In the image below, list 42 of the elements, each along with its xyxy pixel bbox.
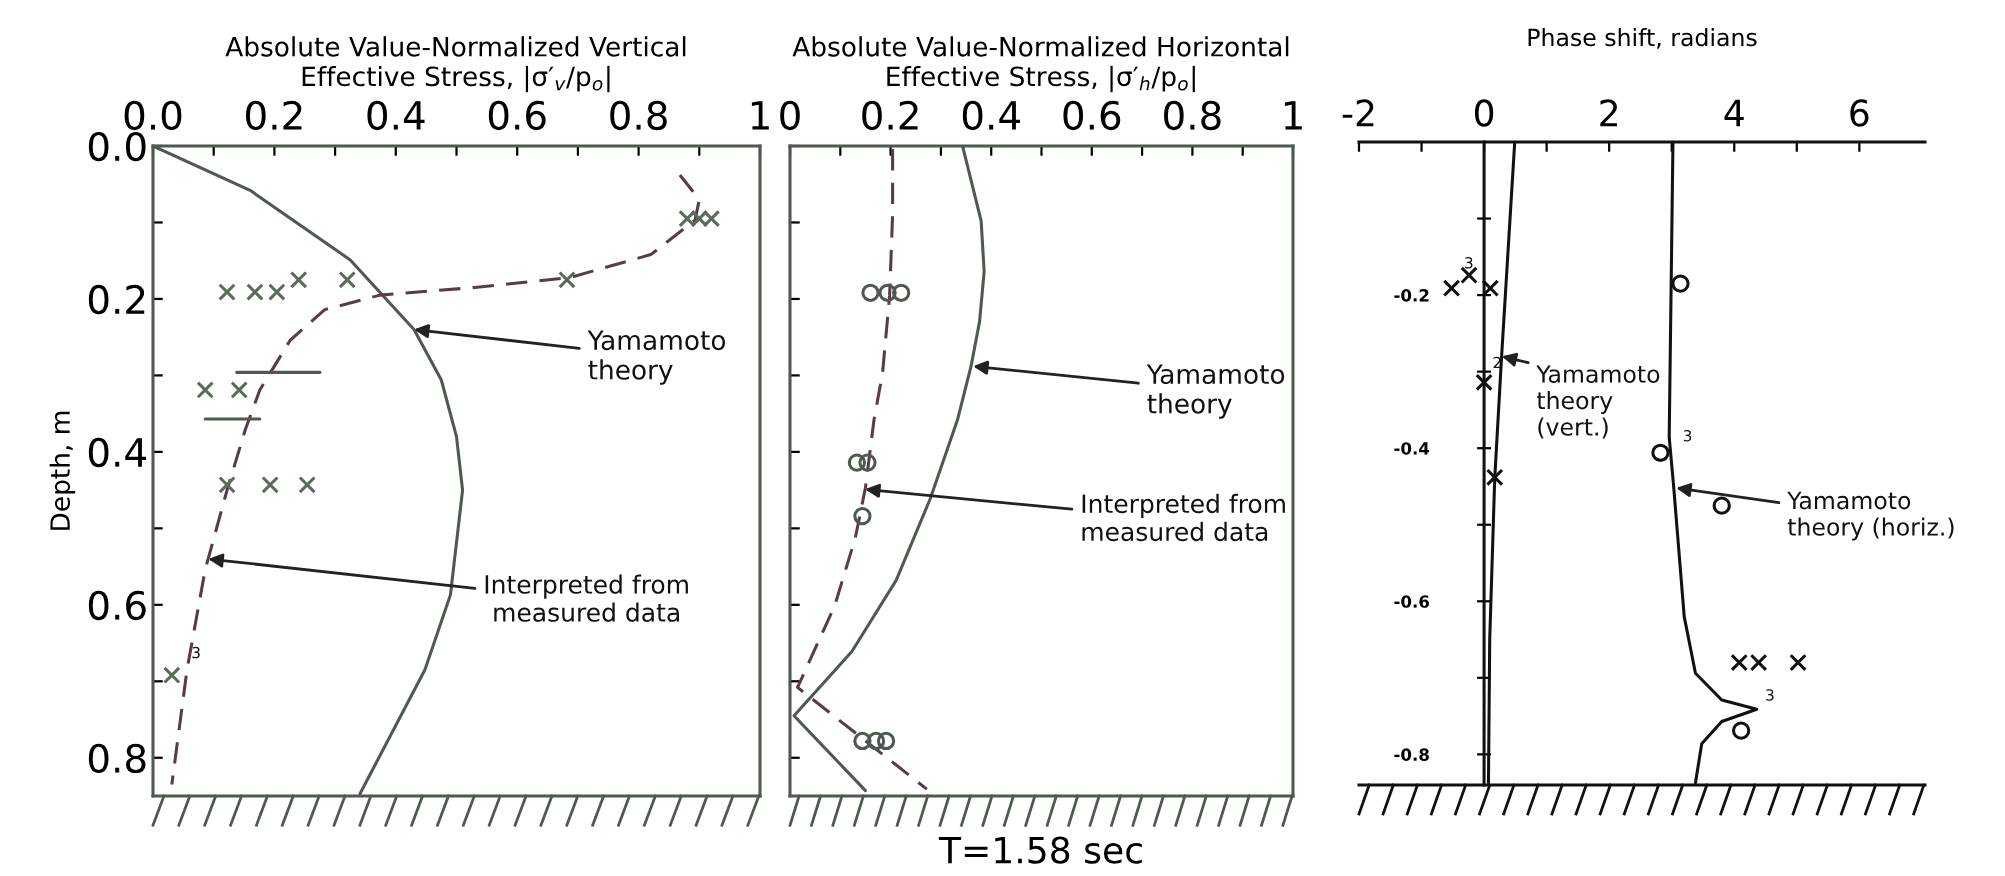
- x-tick-label: 0.4: [962, 100, 1020, 131]
- annotation: 3: [1465, 257, 1473, 269]
- x-tick-label: -2: [1342, 99, 1374, 127]
- y-tick-label: 0.4: [88, 437, 146, 468]
- x-tick-label: 6: [1850, 99, 1869, 127]
- y-tick-label: 0.0: [88, 131, 146, 162]
- annotation: 3: [192, 646, 200, 659]
- x-tick-label: 0.6: [488, 100, 546, 131]
- y-tick-label: 0.2: [88, 284, 145, 315]
- annotation: Yamamoto theory (vert.): [1536, 365, 1660, 439]
- annotation: Interpreted from measured data: [485, 574, 688, 622]
- annotation: Yamamoto theory: [1146, 364, 1285, 419]
- x-tick-label: 4: [1724, 99, 1744, 127]
- annotation: Yamamoto theory (horiz.): [1787, 491, 1954, 541]
- y-tick-label: 0.8: [88, 743, 146, 774]
- text: T=1.58 sec: [938, 836, 1142, 864]
- x-tick-label: 0.2: [246, 100, 302, 131]
- x-tick-label: 1: [1284, 101, 1302, 130]
- x-axis-title: Phase shift, radians: [1528, 28, 1757, 49]
- x-tick-label: 0.8: [610, 100, 667, 131]
- x-axis-title: Absolute Value-Normalized Vertical Effective Stress, |σ′$_{v}$/p$_{o}$|: [225, 36, 686, 93]
- annotation: 3: [1683, 429, 1692, 442]
- annotation: Interpreted from measured data: [1082, 493, 1285, 542]
- x-tick-label: 0.2: [862, 100, 918, 131]
- x-tick-label: 0.4: [367, 100, 425, 131]
- y-tick-label: -0.2: [1394, 289, 1429, 302]
- annotation: Yamamoto theory: [587, 330, 726, 385]
- x-tick-label: 0.0: [124, 100, 182, 131]
- x-tick-label: 0: [1474, 99, 1494, 127]
- x-tick-label: 0.8: [1164, 100, 1221, 131]
- y-tick-label: -0.6: [1394, 595, 1430, 608]
- y-tick-label: -0.4: [1394, 442, 1430, 455]
- annotation: 3: [1766, 689, 1774, 701]
- x-tick-label: 1: [751, 101, 769, 130]
- x-tick-label: 0: [780, 100, 800, 131]
- x-axis-title: Absolute Value-Normalized Horizontal Effective Stress, |σ′$_{h}$/p$_{o}$|: [792, 36, 1289, 93]
- x-tick-label: 0.6: [1063, 100, 1121, 131]
- x-tick-label: 2: [1600, 99, 1618, 127]
- y-tick-label: -0.8: [1394, 748, 1429, 761]
- annotation: 2: [1493, 356, 1501, 369]
- y-tick-label: 0.6: [88, 590, 146, 621]
- y-axis-title: Depth, m: [49, 411, 76, 530]
